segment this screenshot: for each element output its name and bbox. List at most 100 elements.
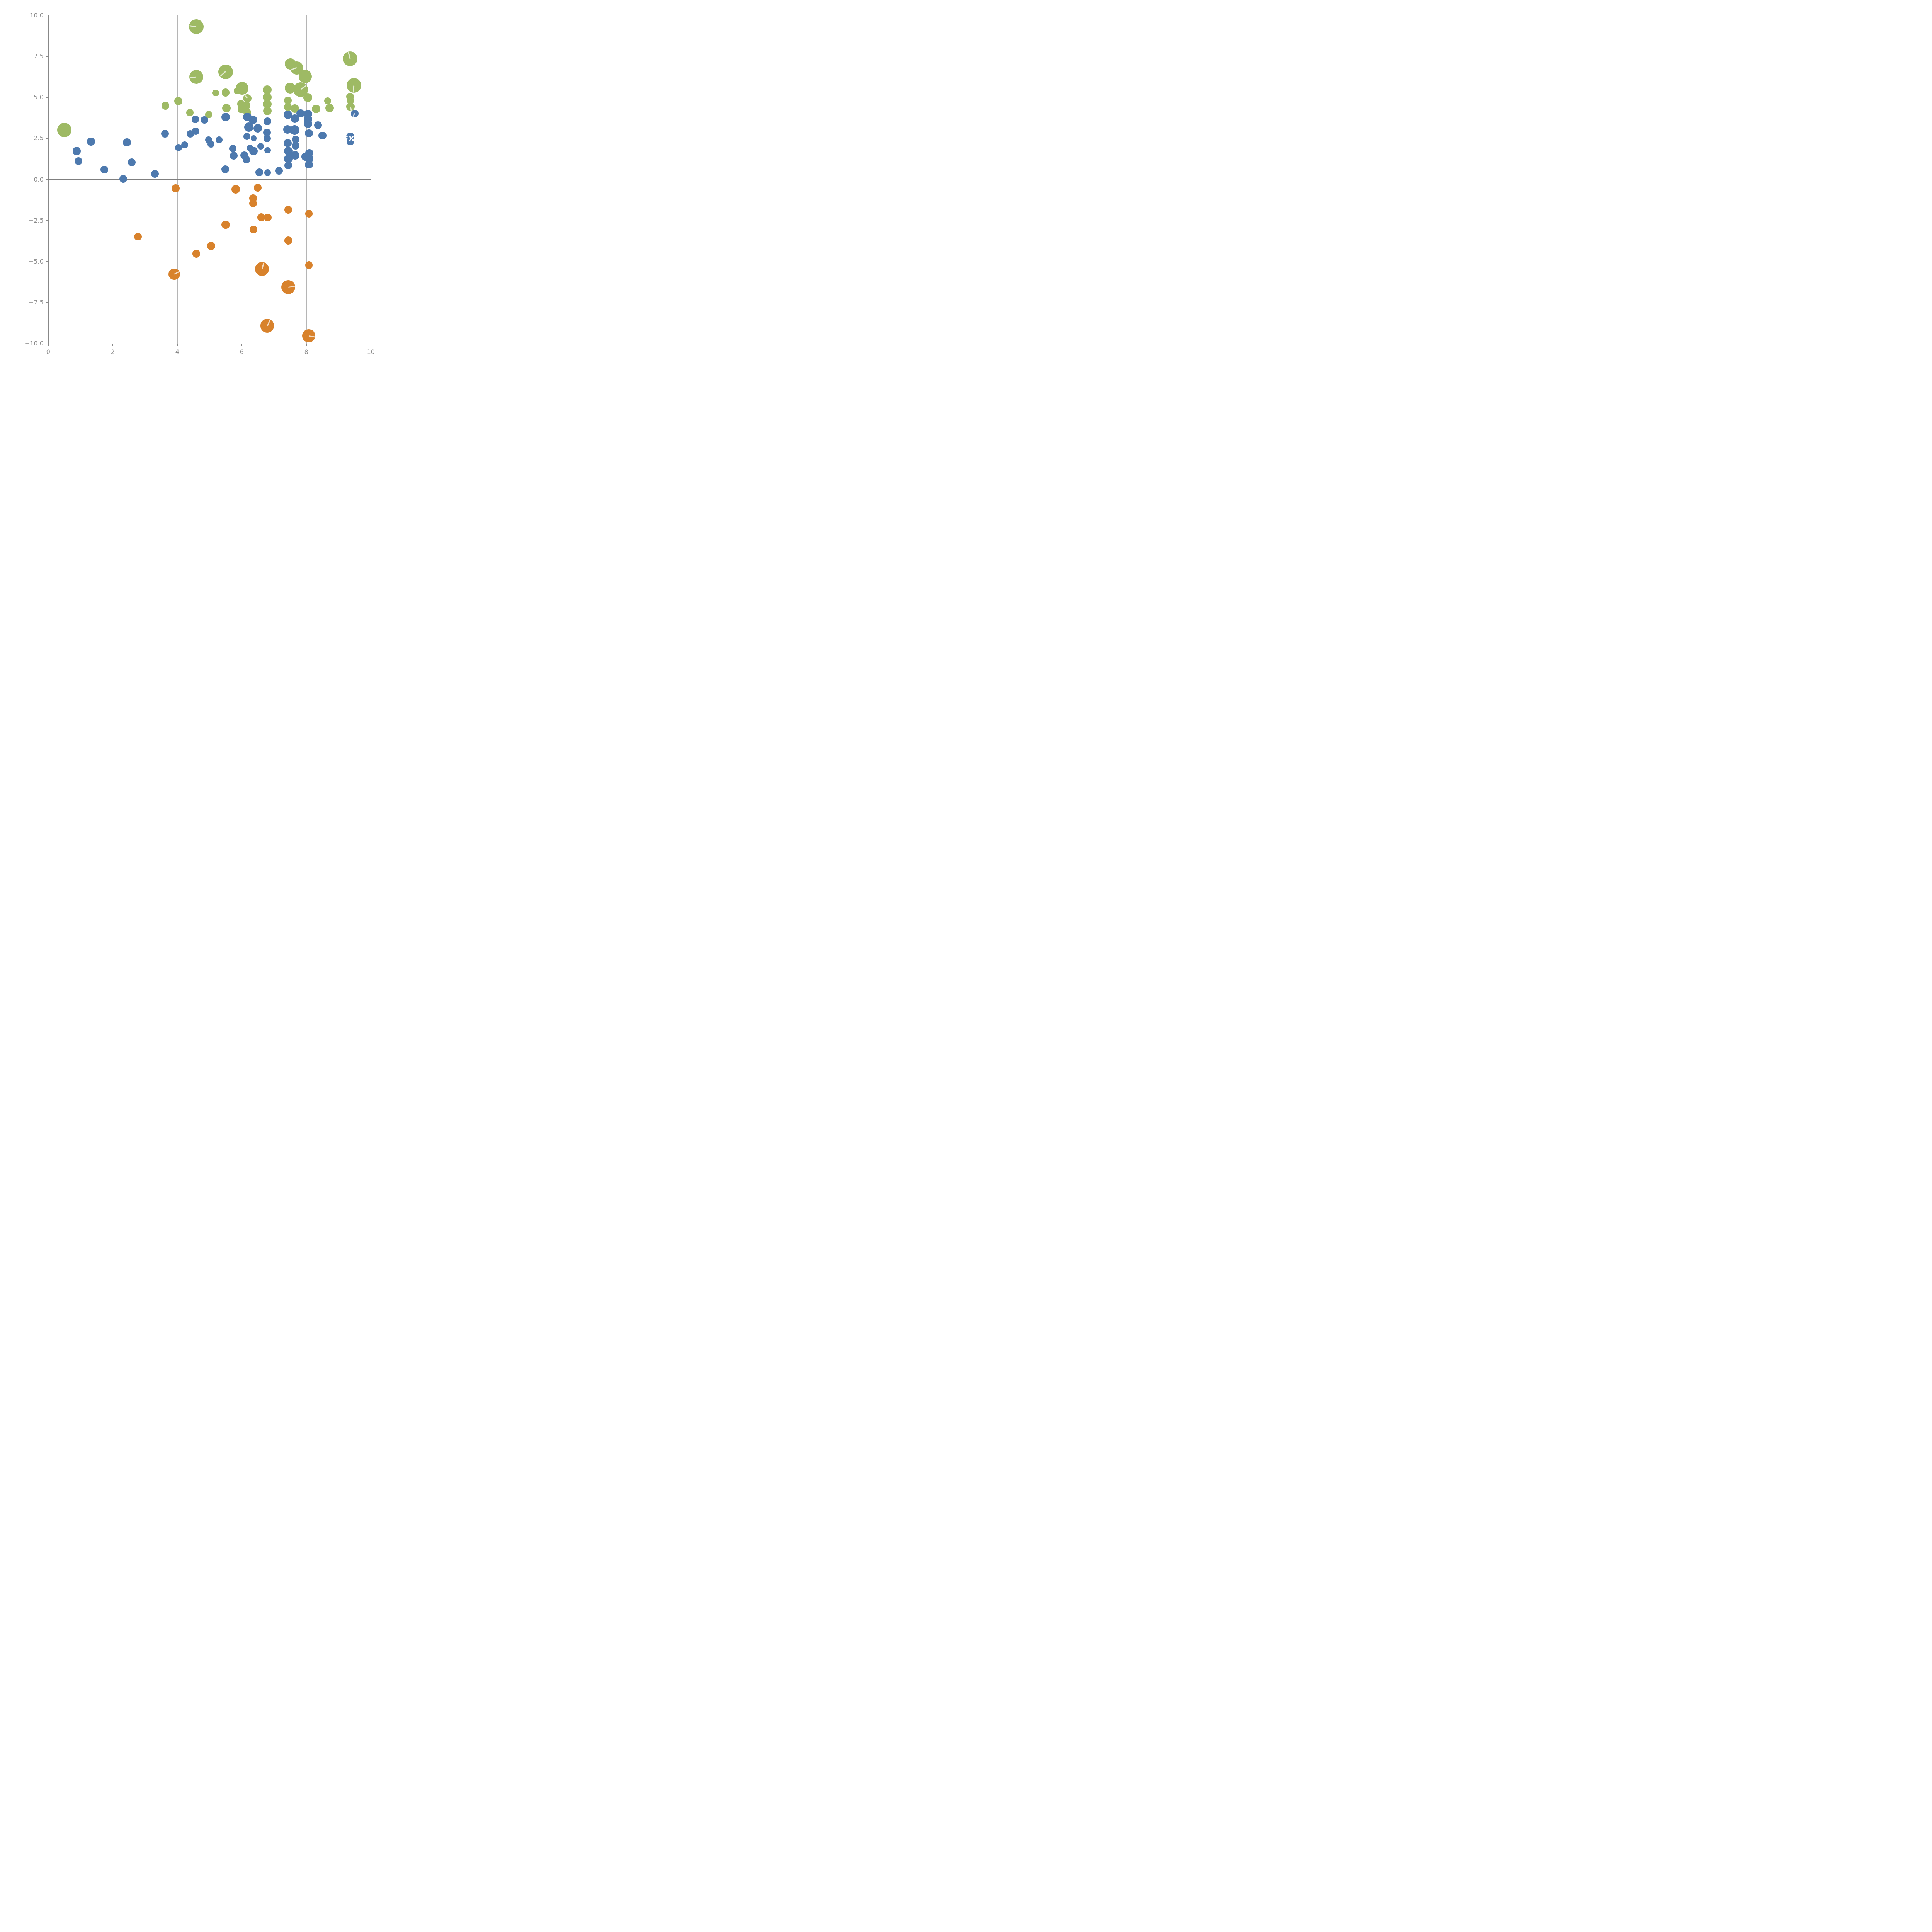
x-tick-label: 2 (111, 348, 115, 356)
data-point-blue-29 (249, 116, 257, 124)
data-point-blue-30 (263, 128, 271, 136)
data-point-green-13 (212, 89, 219, 97)
y-tick-label: −5.0 (28, 257, 44, 265)
data-point-orange-5 (284, 206, 293, 214)
data-point-blue-16 (207, 140, 215, 148)
data-point-green-11 (234, 87, 241, 94)
data-point-blue-36 (264, 147, 271, 154)
data-point-blue-18 (221, 112, 230, 122)
data-point-blue-48 (284, 155, 293, 163)
data-point-green-25 (263, 107, 272, 116)
scatter-chart: 10.0 7.5 5.0 2.5 0.0 −2.5 −5.0 −7.5 −10.0 0 2 4 6 8 10… (0, 0, 386, 386)
data-point-blue-7 (151, 170, 159, 178)
data-point-orange-11 (134, 233, 142, 240)
data-point-blue-39 (275, 167, 283, 175)
data-point-blue-0 (72, 147, 81, 155)
data-point-green-24 (263, 100, 272, 109)
data-point-blue-47 (284, 147, 293, 156)
zero-line (48, 179, 371, 180)
x-tick-label: 6 (240, 348, 244, 356)
x-tick-4 (177, 344, 178, 347)
data-point-orange-2 (253, 184, 262, 192)
data-point-blue-35 (249, 146, 258, 155)
y-tick-−5.0 (45, 261, 48, 262)
data-point-blue-1 (75, 157, 83, 165)
data-point-blue-6 (128, 158, 136, 167)
y-tick-label: −10.0 (24, 340, 44, 347)
x-tick-label: 4 (175, 348, 179, 356)
y-tick-label: 10.0 (30, 11, 44, 19)
data-point-blue-55 (314, 121, 322, 129)
data-point-blue-10 (181, 141, 188, 149)
data-point-green-14 (303, 93, 312, 102)
y-tick-label: 5.0 (34, 94, 44, 101)
y-tick-7.5 (45, 56, 48, 57)
data-point-blue-26 (253, 124, 262, 133)
y-tick-0.0 (45, 179, 48, 180)
data-point-green-17 (324, 97, 331, 104)
data-point-blue-45 (292, 136, 300, 144)
y-tick-label: 7.5 (34, 52, 44, 60)
data-point-orange-8 (264, 213, 272, 221)
data-point-green-34 (237, 105, 245, 113)
x-tick-label: 8 (304, 348, 308, 356)
data-point-blue-19 (221, 165, 230, 173)
data-point-blue-51 (296, 109, 305, 118)
data-point-green-27 (161, 101, 170, 110)
data-point-green-0 (189, 19, 204, 34)
data-point-blue-4 (119, 175, 128, 183)
data-point-blue-27 (243, 133, 251, 140)
data-point-green-23 (263, 93, 272, 102)
data-point-blue-64 (347, 138, 354, 146)
data-point-green-12 (221, 88, 230, 97)
y-tick-label: 2.5 (34, 134, 44, 142)
data-point-blue-13 (191, 116, 199, 123)
data-point-orange-13 (207, 242, 215, 250)
data-point-orange-14 (192, 249, 201, 258)
data-point-blue-9 (175, 144, 182, 151)
data-point-blue-41 (283, 125, 292, 134)
y-tick-−7.5 (45, 302, 48, 303)
x-tick-8 (306, 344, 307, 347)
data-point-green-38 (57, 123, 71, 137)
data-point-green-18 (284, 97, 292, 105)
data-point-orange-1 (231, 185, 240, 194)
data-point-blue-11 (186, 130, 194, 138)
data-point-blue-49 (284, 161, 293, 169)
data-point-green-19 (174, 97, 182, 105)
data-point-blue-43 (290, 125, 300, 135)
data-point-blue-40 (284, 110, 293, 119)
data-point-orange-15 (305, 261, 313, 269)
data-point-orange-0 (172, 184, 180, 192)
data-point-blue-56 (305, 129, 313, 138)
y-tick-label: −7.5 (28, 299, 44, 306)
data-point-orange-7 (257, 213, 265, 222)
y-tick-2.5 (45, 138, 48, 139)
data-point-blue-61 (305, 161, 313, 169)
data-point-blue-21 (230, 152, 238, 160)
data-point-blue-42 (290, 114, 299, 123)
data-point-green-6 (299, 70, 312, 83)
data-point-blue-50 (291, 151, 299, 160)
x-tick-label: 10 (367, 348, 375, 356)
data-point-green-35 (186, 109, 194, 116)
x-tick-2 (112, 344, 113, 347)
data-point-blue-37 (255, 168, 263, 177)
x-tick-label: 0 (46, 348, 50, 356)
data-point-blue-33 (257, 143, 264, 150)
data-point-green-33 (311, 105, 320, 114)
data-point-blue-38 (264, 169, 271, 176)
data-point-blue-44 (283, 139, 292, 148)
data-point-blue-54 (304, 119, 312, 128)
data-point-blue-8 (161, 129, 169, 138)
x-tick-0 (48, 344, 49, 347)
data-point-blue-12 (192, 128, 199, 135)
y-tick-−2.5 (45, 220, 48, 221)
data-point-green-30 (222, 104, 231, 112)
data-point-blue-32 (263, 117, 271, 125)
data-point-blue-60 (305, 155, 313, 163)
data-point-orange-10 (250, 226, 257, 233)
data-point-blue-46 (292, 141, 300, 150)
y-tick-10.0 (45, 15, 48, 16)
data-point-green-28 (284, 103, 292, 111)
